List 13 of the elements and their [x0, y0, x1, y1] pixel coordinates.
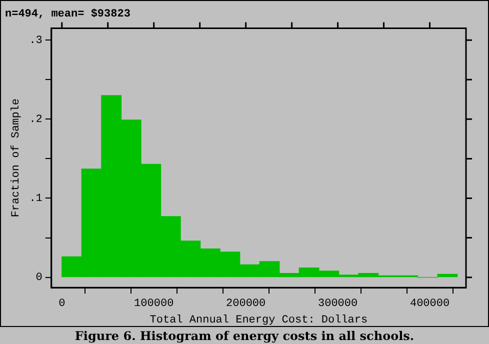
x-tick-label: 200000	[226, 298, 266, 310]
y-tick-label: .3	[29, 34, 42, 47]
x-tick-label: 400000	[410, 298, 450, 310]
x-tick-label: 300000	[318, 298, 358, 310]
y-tick-label: .1	[29, 193, 43, 206]
x-axis-title: Total Annual Energy Cost: Dollars	[150, 314, 368, 326]
y-tick-label: .2	[29, 114, 42, 126]
chart-title: n=494, mean= $93823	[5, 7, 131, 20]
x-tick-label: 100000	[134, 298, 174, 310]
y-tick-label: 0	[36, 272, 42, 284]
x-tick-label: 0	[58, 298, 66, 310]
y-axis-title: Fraction of Sample	[10, 98, 23, 218]
caption: Figure 6. Histogram of energy costs in all schools.	[74, 329, 416, 343]
